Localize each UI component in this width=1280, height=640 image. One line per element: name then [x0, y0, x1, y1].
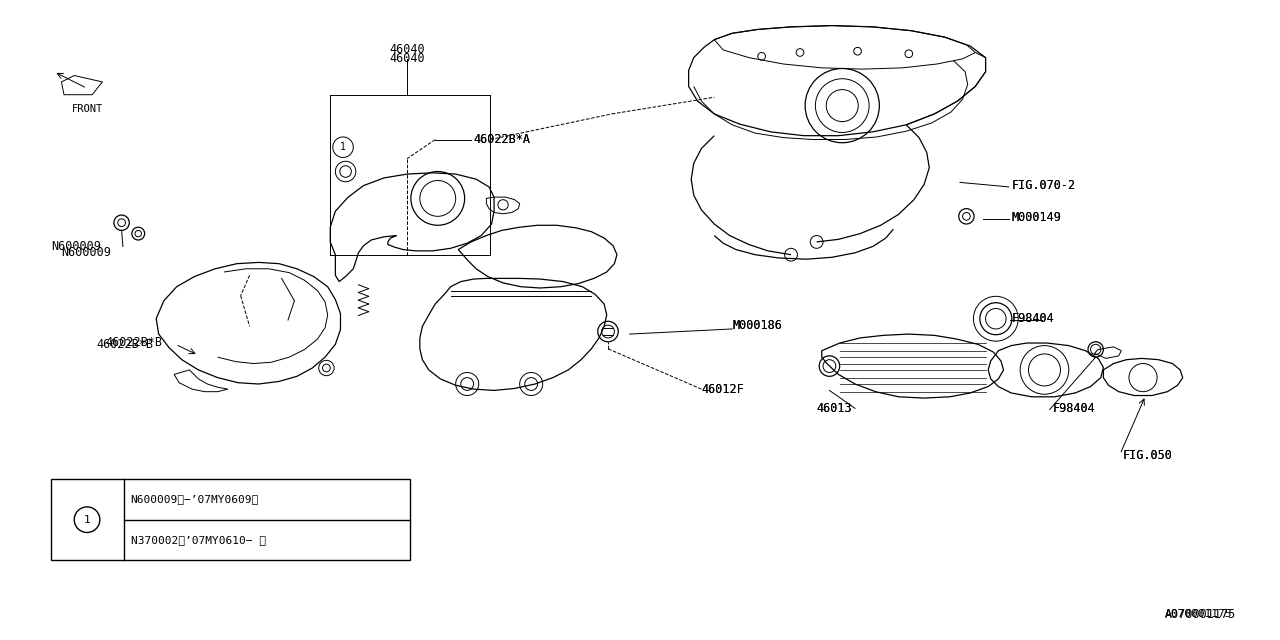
Text: 46022B*A: 46022B*A: [474, 133, 531, 146]
Text: F98404: F98404: [1011, 312, 1053, 325]
Text: FRONT: FRONT: [72, 104, 102, 114]
Text: M000186: M000186: [732, 319, 782, 332]
Text: 46012F: 46012F: [701, 383, 744, 396]
Text: F98404: F98404: [1011, 312, 1053, 325]
Text: 46040: 46040: [389, 52, 425, 65]
Text: 46040: 46040: [389, 44, 425, 56]
Text: 1: 1: [83, 515, 91, 525]
Text: N600009（−’07MY0609）: N600009（−’07MY0609）: [131, 494, 259, 504]
Text: 46022B*B: 46022B*B: [96, 338, 154, 351]
Text: N600009: N600009: [61, 246, 111, 259]
Text: 46013: 46013: [817, 402, 852, 415]
Text: FIG.070-2: FIG.070-2: [1011, 179, 1075, 192]
Text: FIG.070-2: FIG.070-2: [1011, 179, 1075, 192]
Text: M000149: M000149: [1011, 211, 1061, 224]
Text: 1: 1: [340, 142, 346, 152]
Text: 46012F: 46012F: [701, 383, 744, 396]
Text: M000186: M000186: [732, 319, 782, 332]
Text: F98404: F98404: [1052, 402, 1094, 415]
Text: FIG.050: FIG.050: [1123, 449, 1172, 462]
Text: N370002（’07MY0610− ）: N370002（’07MY0610− ）: [131, 535, 265, 545]
Bar: [51, 479, 410, 560]
Text: F98404: F98404: [1052, 402, 1094, 415]
Text: 46013: 46013: [817, 402, 852, 415]
Text: 46022B*A: 46022B*A: [474, 133, 531, 146]
Text: 46022B*B: 46022B*B: [105, 336, 163, 349]
Text: N600009: N600009: [51, 240, 101, 253]
Text: A070001175: A070001175: [1165, 608, 1236, 621]
Text: FIG.050: FIG.050: [1123, 449, 1172, 462]
Text: A070001175: A070001175: [1165, 609, 1233, 620]
Text: M000149: M000149: [1011, 211, 1061, 224]
